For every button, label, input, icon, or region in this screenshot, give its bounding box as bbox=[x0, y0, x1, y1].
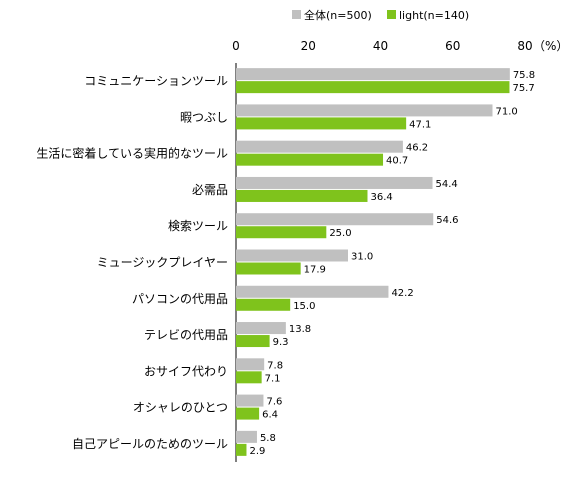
bar-light bbox=[236, 81, 510, 94]
data-label: 25.0 bbox=[329, 228, 351, 239]
data-label: 54.4 bbox=[436, 179, 458, 190]
category-label: 生活に密着している実用的なツール bbox=[36, 146, 228, 161]
data-label: 15.0 bbox=[293, 301, 315, 312]
bar-total bbox=[236, 430, 257, 443]
data-label: 42.2 bbox=[391, 288, 413, 299]
legend-label: light(n=140) bbox=[399, 9, 469, 22]
category-label: 暇つぶし bbox=[180, 110, 228, 124]
data-label: 5.8 bbox=[260, 433, 276, 444]
category-label: テレビの代用品 bbox=[144, 328, 228, 342]
legend-label: 全体(n=500) bbox=[304, 8, 372, 22]
bar-total bbox=[236, 249, 348, 262]
bar-total bbox=[236, 104, 493, 117]
bar-total bbox=[236, 394, 264, 407]
data-label: 2.9 bbox=[249, 446, 265, 457]
bar-light bbox=[236, 226, 327, 239]
bar-light bbox=[236, 298, 291, 311]
bar-total bbox=[236, 285, 389, 298]
category-label: 検索ツール bbox=[168, 219, 228, 233]
bar-light bbox=[236, 189, 368, 202]
category-label: 必需品 bbox=[192, 183, 228, 197]
data-label: 36.4 bbox=[370, 192, 392, 203]
bar-total bbox=[236, 358, 265, 371]
data-label: 7.6 bbox=[266, 397, 282, 408]
bar-light bbox=[236, 407, 260, 420]
bar-light bbox=[236, 443, 247, 456]
category-label: 自己アピールのためのツール bbox=[72, 437, 228, 451]
data-label: 31.0 bbox=[351, 252, 373, 263]
plot-area: 75.8 75.7 71.0 47.1 46.2 40.7 54.4 36.4 54.6 25.0… bbox=[235, 63, 535, 462]
unit-label: （%） bbox=[533, 39, 568, 53]
x-tick-label: 80 bbox=[517, 39, 532, 53]
bar-total bbox=[236, 213, 434, 226]
data-label: 47.1 bbox=[409, 119, 431, 130]
data-label: 75.8 bbox=[513, 70, 535, 81]
data-label: 7.8 bbox=[267, 360, 283, 371]
category-labels: コミュニケーションツール暇つぶし生活に密着している実用的なツール必需品検索ツール… bbox=[36, 74, 228, 451]
legend: 全体(n=500) light(n=140) bbox=[292, 8, 469, 22]
data-label: 9.3 bbox=[273, 337, 289, 348]
bar-light bbox=[236, 117, 407, 130]
x-tick-label: 60 bbox=[445, 39, 460, 53]
x-tick-label: 40 bbox=[373, 39, 388, 53]
data-label: 46.2 bbox=[406, 143, 428, 154]
data-label: 54.6 bbox=[436, 215, 458, 226]
data-label: 75.7 bbox=[512, 83, 534, 94]
x-axis-ticks: 0 20 40 60 80 bbox=[232, 39, 532, 53]
bar-light bbox=[236, 262, 301, 275]
data-label: 40.7 bbox=[386, 156, 408, 167]
bar-light bbox=[236, 371, 262, 384]
data-label: 7.1 bbox=[265, 373, 281, 384]
data-label: 17.9 bbox=[304, 265, 326, 276]
data-label: 13.8 bbox=[289, 324, 311, 335]
x-tick-label: 0 bbox=[232, 39, 240, 53]
data-label: 71.0 bbox=[495, 106, 517, 117]
bar-total bbox=[236, 322, 286, 335]
x-tick-label: 20 bbox=[301, 39, 316, 53]
category-label: パソコンの代用品 bbox=[132, 292, 228, 306]
bar-light bbox=[236, 335, 270, 348]
data-label: 6.4 bbox=[262, 410, 278, 421]
legend-swatch bbox=[387, 10, 396, 19]
category-label: コミュニケーションツール bbox=[84, 74, 228, 88]
category-label: ミュージックプレイヤー bbox=[97, 256, 228, 270]
bar-total bbox=[236, 176, 433, 189]
bar-total bbox=[236, 140, 403, 153]
legend-swatch bbox=[292, 10, 301, 19]
bar-total bbox=[236, 68, 510, 81]
bar-light bbox=[236, 153, 384, 166]
category-label: オシャレのひとつ bbox=[133, 401, 228, 415]
category-label: おサイフ代わり bbox=[144, 364, 228, 378]
